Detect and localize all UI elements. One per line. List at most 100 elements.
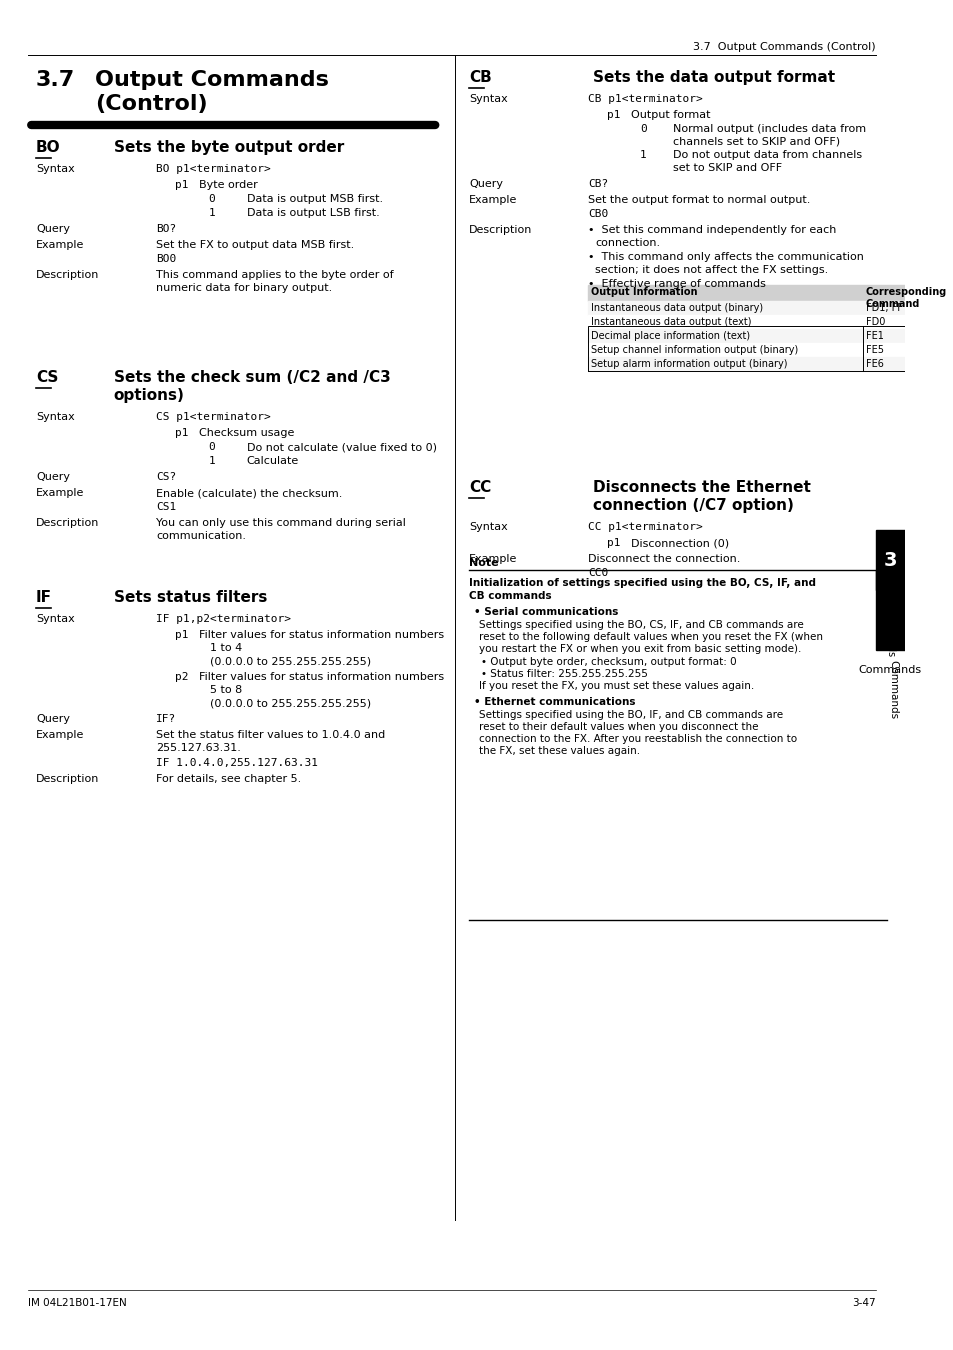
Text: CC: CC [469, 481, 491, 495]
Text: CS: CS [36, 370, 58, 385]
Text: Do not output data from channels: Do not output data from channels [673, 150, 862, 161]
Text: CB commands: CB commands [469, 591, 552, 601]
Text: Description: Description [469, 225, 532, 235]
Text: p1: p1 [606, 539, 619, 548]
Text: Disconnect the connection.: Disconnect the connection. [587, 554, 740, 564]
Text: IF 1.0.4.0,255.127.63.31: IF 1.0.4.0,255.127.63.31 [156, 757, 318, 768]
Text: Query: Query [36, 224, 70, 234]
Text: Syntax: Syntax [469, 522, 508, 532]
Text: Example: Example [469, 194, 517, 205]
Text: For details, see chapter 5.: For details, see chapter 5. [156, 774, 301, 784]
Text: Syntax: Syntax [36, 614, 74, 624]
Text: Set the FX to output data MSB first.: Set the FX to output data MSB first. [156, 240, 355, 250]
Text: connection.: connection. [595, 238, 659, 248]
Text: Calculate: Calculate [246, 456, 298, 466]
Bar [875, 531, 903, 590]
Text: Description: Description [36, 518, 99, 528]
Text: You can only use this command during serial
communication.: You can only use this command during ser… [156, 518, 406, 541]
Text: Query: Query [36, 714, 70, 724]
Text: CB: CB [469, 70, 492, 85]
Text: connection to the FX. After you reestablish the connection to: connection to the FX. After you reestabl… [478, 734, 796, 744]
Text: Example: Example [36, 730, 84, 740]
Text: options): options) [113, 387, 185, 404]
Text: 1 to 4: 1 to 4 [211, 643, 242, 653]
Text: • Status filter: 255.255.255.255: • Status filter: 255.255.255.255 [480, 670, 647, 679]
Text: Sets the data output format: Sets the data output format [592, 70, 834, 85]
Text: Commands: Commands [884, 602, 894, 657]
Text: Do not calculate (value fixed to 0): Do not calculate (value fixed to 0) [246, 441, 436, 452]
Text: Settings specified using the BO, CS, IF, and CB commands are: Settings specified using the BO, CS, IF,… [478, 620, 802, 630]
Text: Commands: Commands [858, 666, 921, 675]
Text: Set the output format to normal output.: Set the output format to normal output. [587, 194, 809, 205]
Text: Setup channel information output (binary): Setup channel information output (binary… [590, 346, 797, 355]
Text: 1: 1 [209, 208, 215, 217]
Text: Instantaneous data output (binary): Instantaneous data output (binary) [590, 302, 762, 313]
Text: Syntax: Syntax [36, 163, 74, 174]
Text: (0.0.0.0 to 255.255.255.255): (0.0.0.0 to 255.255.255.255) [211, 698, 372, 707]
Text: IF p1,p2<terminator>: IF p1,p2<terminator> [156, 614, 291, 624]
Text: reset to the following default values when you reset the FX (when: reset to the following default values wh… [478, 632, 821, 643]
Text: • Ethernet communications: • Ethernet communications [474, 697, 635, 707]
Text: Sets status filters: Sets status filters [113, 590, 267, 605]
Text: Output Commands: Output Commands [94, 70, 329, 90]
Text: FE6: FE6 [864, 359, 882, 369]
Text: IF: IF [36, 590, 52, 605]
Text: Byte order: Byte order [199, 180, 257, 190]
Text: •  Effective range of commands: • Effective range of commands [587, 279, 765, 289]
Text: BO p1<terminator>: BO p1<terminator> [156, 163, 271, 174]
Text: p1: p1 [175, 428, 189, 437]
Text: Query: Query [469, 180, 503, 189]
Text: BO0: BO0 [156, 254, 176, 265]
Text: 3-47: 3-47 [852, 1297, 875, 1308]
Text: Setup alarm information output (binary): Setup alarm information output (binary) [590, 359, 786, 369]
Text: Filter values for status information numbers: Filter values for status information num… [199, 672, 444, 682]
Text: CC p1<terminator>: CC p1<terminator> [587, 522, 701, 532]
Text: Initialization of settings specified using the BO, CS, IF, and: Initialization of settings specified usi… [469, 578, 816, 589]
Text: Output Information: Output Information [590, 288, 697, 297]
Text: Commands: Commands [887, 660, 897, 720]
Text: set to SKIP and OFF: set to SKIP and OFF [673, 163, 781, 173]
Text: Example: Example [36, 487, 84, 498]
Text: Checksum usage: Checksum usage [199, 428, 294, 437]
Text: IM 04L21B01-17EN: IM 04L21B01-17EN [29, 1297, 127, 1308]
Text: •  Set this command independently for each: • Set this command independently for eac… [587, 225, 836, 235]
Bar [587, 356, 953, 371]
Text: Sets the check sum (/C2 and /C3: Sets the check sum (/C2 and /C3 [113, 370, 390, 385]
Text: Data is output MSB first.: Data is output MSB first. [246, 194, 382, 204]
Text: channels set to SKIP and OFF): channels set to SKIP and OFF) [673, 136, 840, 147]
Text: p1: p1 [175, 630, 189, 640]
Text: Sets the byte output order: Sets the byte output order [113, 140, 344, 155]
Bar [587, 343, 953, 356]
Text: 1: 1 [639, 150, 646, 161]
Text: FD0: FD0 [864, 317, 884, 327]
Text: Note: Note [469, 558, 498, 568]
Text: 0: 0 [639, 124, 646, 134]
Text: CC0: CC0 [587, 568, 607, 578]
Text: Filter values for status information numbers: Filter values for status information num… [199, 630, 444, 640]
Text: Normal output (includes data from: Normal output (includes data from [673, 124, 865, 134]
Text: Disconnects the Ethernet: Disconnects the Ethernet [592, 481, 810, 495]
Text: connection (/C7 option): connection (/C7 option) [592, 498, 793, 513]
Bar [587, 315, 953, 329]
Text: Decimal place information (text): Decimal place information (text) [590, 331, 749, 342]
Text: CS1: CS1 [156, 502, 176, 512]
Text: IF?: IF? [156, 714, 176, 724]
Text: • Serial communications: • Serial communications [474, 608, 618, 617]
Text: 0: 0 [209, 194, 215, 204]
Text: p1: p1 [606, 109, 619, 120]
Text: 3.7: 3.7 [36, 70, 75, 90]
Text: 3.7  Output Commands (Control): 3.7 Output Commands (Control) [693, 42, 875, 53]
Text: If you reset the FX, you must set these values again.: If you reset the FX, you must set these … [478, 680, 753, 691]
Text: FE5: FE5 [864, 346, 882, 355]
Text: section; it does not affect the FX settings.: section; it does not affect the FX setti… [595, 265, 828, 275]
Bar [587, 301, 953, 315]
Text: 3: 3 [882, 551, 896, 570]
Text: the FX, set these values again.: the FX, set these values again. [478, 747, 639, 756]
Text: Instantaneous data output (text): Instantaneous data output (text) [590, 317, 750, 327]
Text: This command applies to the byte order of
numeric data for binary output.: This command applies to the byte order o… [156, 270, 394, 293]
Text: 5 to 8: 5 to 8 [211, 684, 242, 695]
Text: Description: Description [36, 774, 99, 784]
Text: 0: 0 [209, 441, 215, 452]
Text: p2: p2 [175, 672, 189, 682]
Text: Query: Query [36, 472, 70, 482]
